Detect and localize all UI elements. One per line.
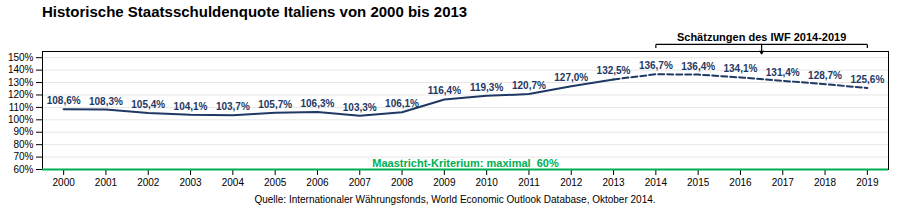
svg-text:2010: 2010 xyxy=(476,177,499,188)
svg-text:2012: 2012 xyxy=(560,177,583,188)
svg-text:2001: 2001 xyxy=(95,177,118,188)
svg-text:2004: 2004 xyxy=(222,177,245,188)
svg-text:125,6%: 125,6% xyxy=(850,74,884,85)
svg-text:2015: 2015 xyxy=(687,177,710,188)
svg-text:134,1%: 134,1% xyxy=(723,63,757,74)
svg-text:106,3%: 106,3% xyxy=(300,98,334,109)
svg-text:2000: 2000 xyxy=(53,177,76,188)
svg-text:2014: 2014 xyxy=(645,177,668,188)
svg-text:106,1%: 106,1% xyxy=(385,98,419,109)
svg-text:110%: 110% xyxy=(9,102,34,113)
svg-text:2016: 2016 xyxy=(729,177,752,188)
svg-text:132,5%: 132,5% xyxy=(597,65,631,76)
svg-text:120,7%: 120,7% xyxy=(512,80,546,91)
svg-text:2003: 2003 xyxy=(179,177,202,188)
svg-text:108,6%: 108,6% xyxy=(47,95,81,106)
svg-text:100%: 100% xyxy=(8,114,34,125)
svg-text:128,7%: 128,7% xyxy=(808,70,842,81)
svg-text:108,3%: 108,3% xyxy=(89,96,123,107)
svg-text:130%: 130% xyxy=(8,77,34,88)
svg-text:80%: 80% xyxy=(13,139,33,150)
svg-text:2013: 2013 xyxy=(602,177,625,188)
svg-text:103,7%: 103,7% xyxy=(216,101,250,112)
svg-text:2008: 2008 xyxy=(391,177,414,188)
svg-text:Maastricht-Kriterium: maximal: Maastricht-Kriterium: maximal 60% xyxy=(372,157,559,169)
svg-text:2007: 2007 xyxy=(349,177,372,188)
svg-text:70%: 70% xyxy=(13,151,33,162)
svg-text:105,7%: 105,7% xyxy=(258,99,292,110)
svg-text:2019: 2019 xyxy=(856,177,879,188)
svg-text:103,3%: 103,3% xyxy=(343,102,377,113)
svg-text:2002: 2002 xyxy=(137,177,160,188)
svg-text:104,1%: 104,1% xyxy=(174,101,208,112)
svg-text:136,7%: 136,7% xyxy=(639,60,673,71)
svg-text:2006: 2006 xyxy=(306,177,329,188)
html-text:Quelle: Internationaler Währun: Quelle: Internationaler Währungsfonds, W… xyxy=(254,194,656,205)
svg-text:150%: 150% xyxy=(8,52,34,63)
svg-text:131,4%: 131,4% xyxy=(766,67,800,78)
svg-text:140%: 140% xyxy=(8,64,34,75)
svg-text:120%: 120% xyxy=(8,89,34,100)
svg-text:2017: 2017 xyxy=(772,177,795,188)
svg-text:105,4%: 105,4% xyxy=(131,99,165,110)
svg-text:116,4%: 116,4% xyxy=(428,85,461,96)
svg-text:127,0%: 127,0% xyxy=(554,72,588,83)
svg-text:2005: 2005 xyxy=(264,177,287,188)
html-text:Historische Staatsschuldenquot: Historische Staatsschuldenquote Italiens… xyxy=(42,3,468,20)
svg-text:2011: 2011 xyxy=(518,177,540,188)
svg-text:2018: 2018 xyxy=(814,177,837,188)
svg-text:136,4%: 136,4% xyxy=(681,61,715,72)
svg-text:60%: 60% xyxy=(13,164,33,175)
svg-text:Schätzungen des IWF 2014-2019: Schätzungen des IWF 2014-2019 xyxy=(677,31,846,43)
svg-text:119,3%: 119,3% xyxy=(470,82,503,93)
svg-text:2009: 2009 xyxy=(433,177,456,188)
svg-text:90%: 90% xyxy=(13,126,33,137)
